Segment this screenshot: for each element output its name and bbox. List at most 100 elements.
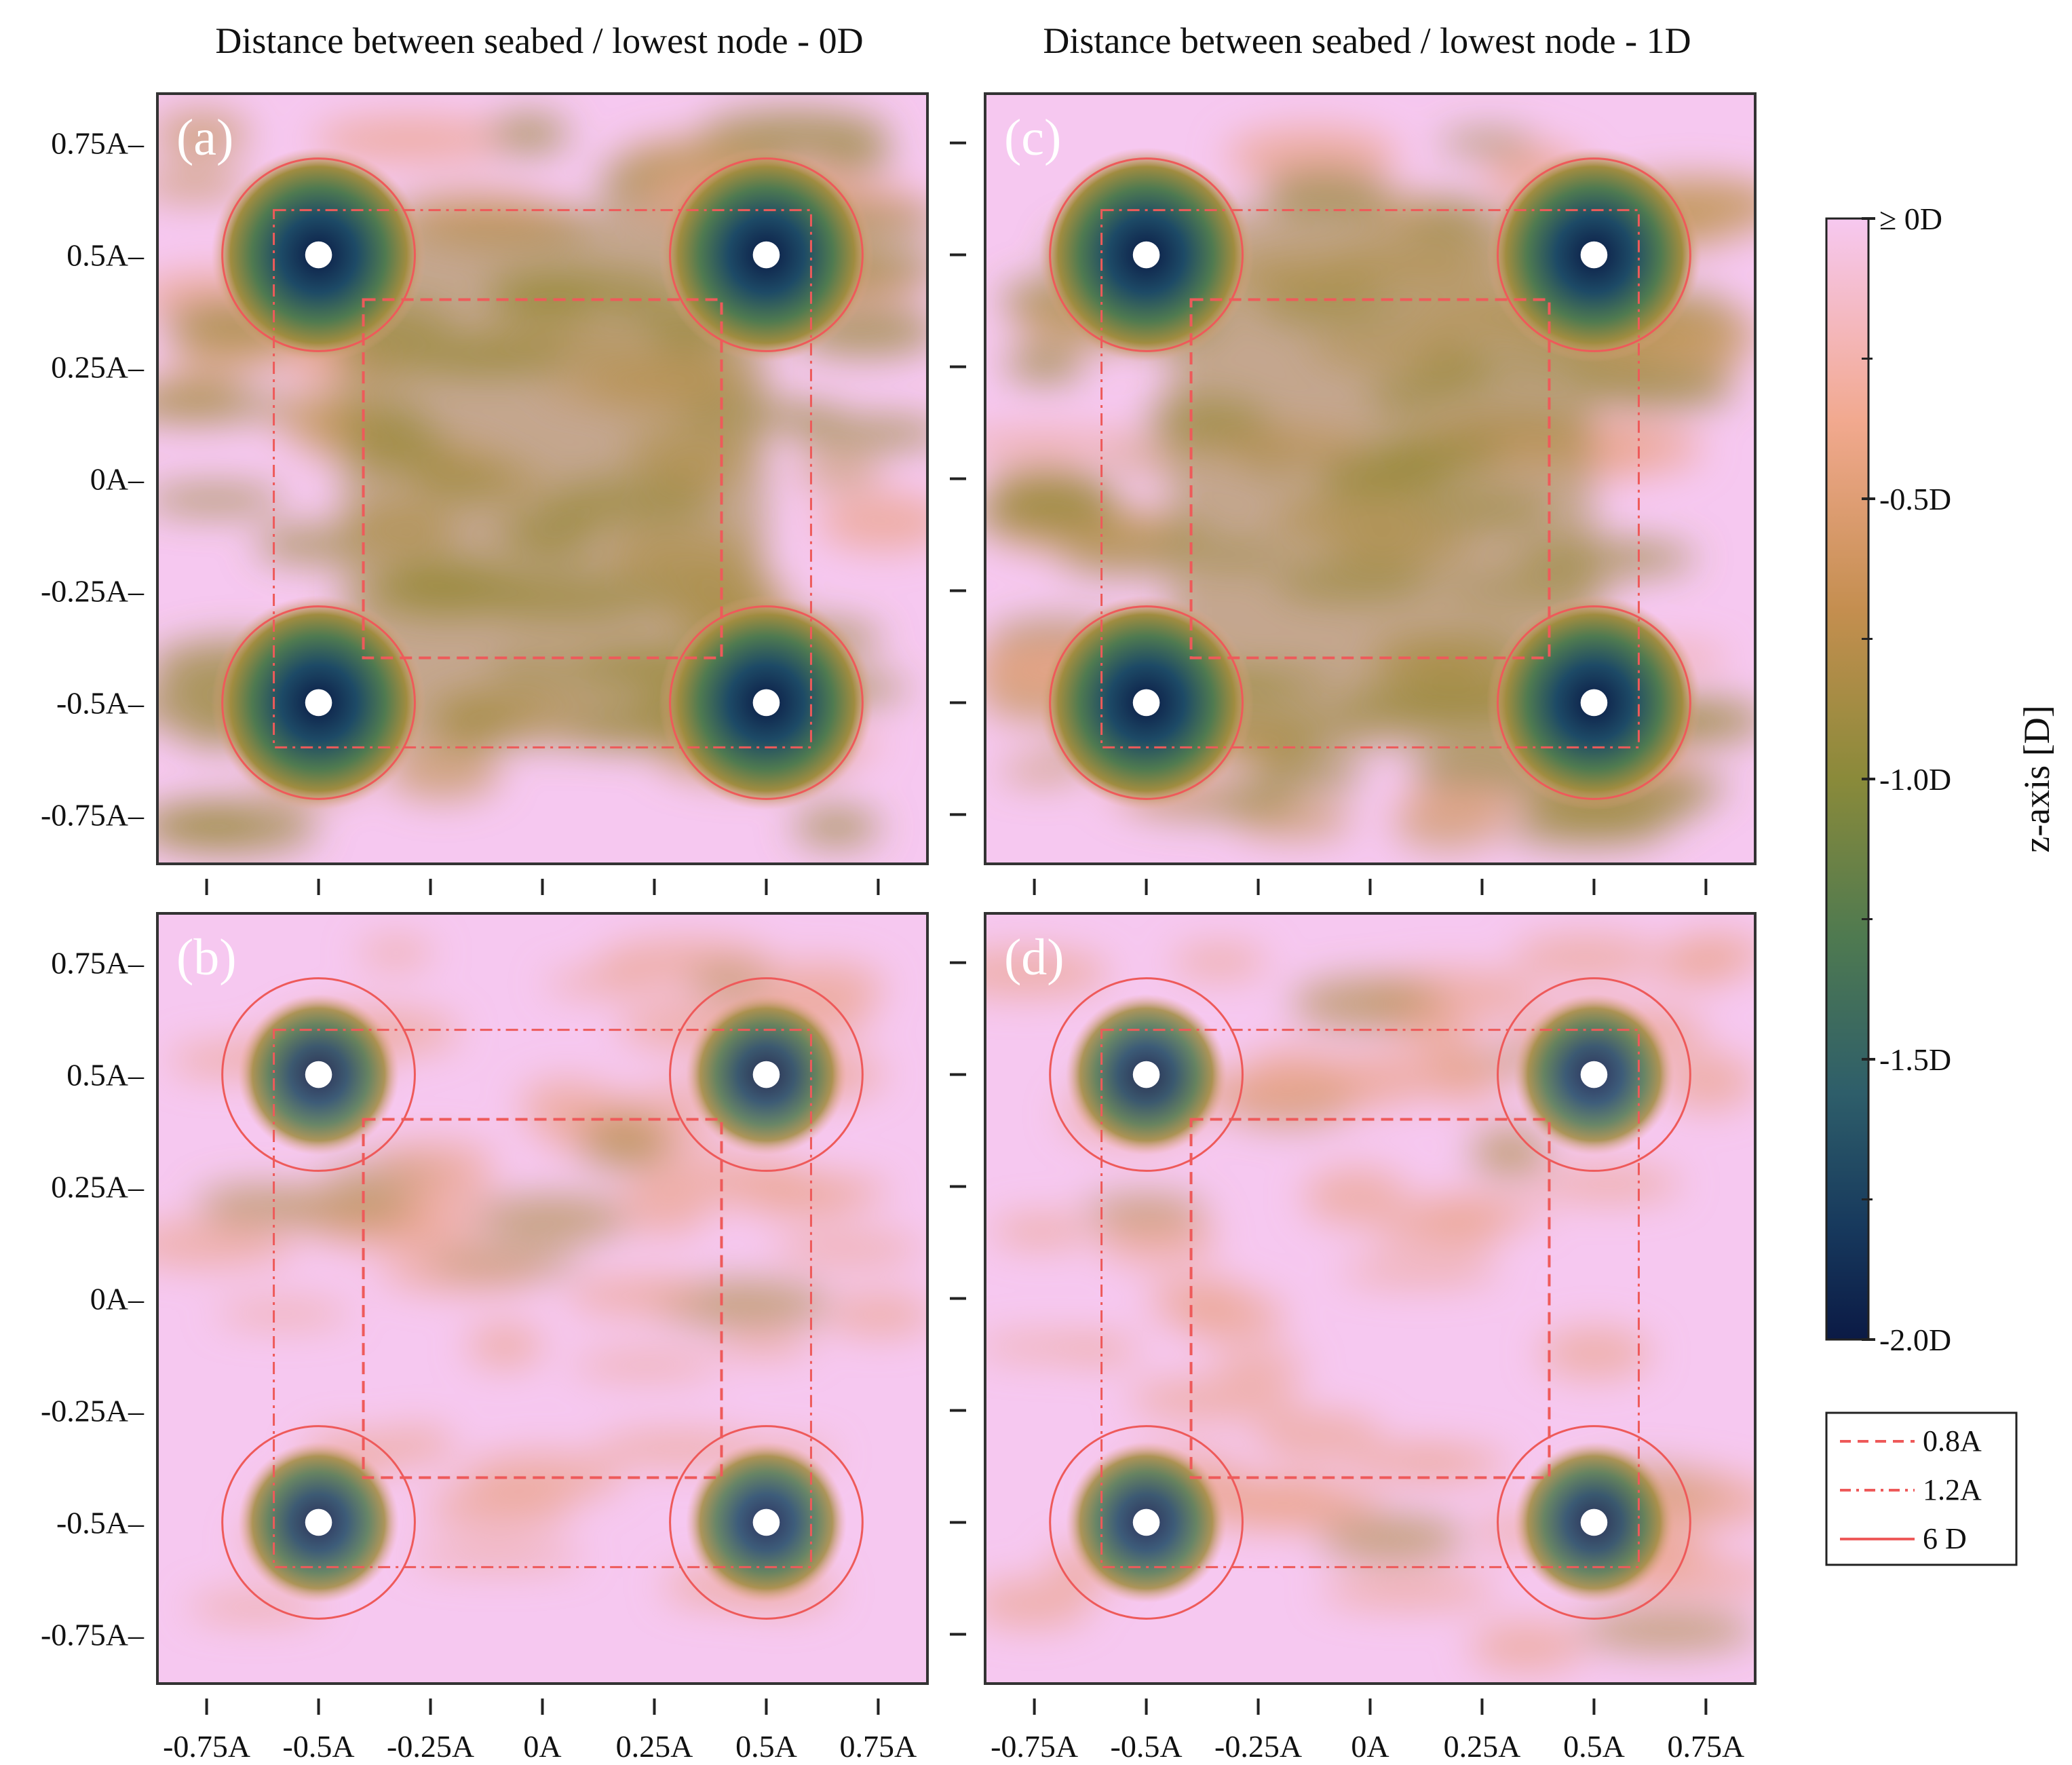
texture-blob [488,115,570,153]
colorbar-gradient [1825,217,1870,1341]
x-tick-label: 0.25A [616,1729,693,1764]
y-tick-label: 0.5A– [66,238,145,273]
texture-blob [157,486,285,514]
texture-blob [157,800,318,854]
node-marker [1132,689,1160,717]
texture-blob [1653,941,1740,987]
texture-blob [274,1188,417,1227]
panel-frame [984,912,1757,1685]
column-title-1d: Distance between seabed / lowest node - … [1043,20,1691,61]
texture-blob [385,745,501,800]
y-tick-label: 0.5A– [66,1058,145,1093]
texture-blob [1395,1006,1470,1056]
outer-square-1-2a [273,209,812,748]
texture-blob [1398,789,1523,819]
texture-blob [1215,1350,1309,1380]
panel-label: (c) [1004,109,1061,166]
node-marker [305,1508,332,1536]
texture-blob [791,417,927,449]
y-tick-label: 0.25A– [51,1170,145,1204]
texture-blob [619,1179,711,1235]
texture-blob [627,1158,807,1187]
texture-blob [255,527,363,563]
node-marker [1132,241,1160,269]
node-circle-6d [1049,157,1244,352]
inner-square-0-8a [1189,298,1551,660]
node-marker [1580,1061,1608,1088]
outer-square-1-2a [1100,209,1640,748]
y-tick-label: -0.25A– [41,573,145,608]
texture-blob [358,939,435,966]
texture-blob [716,1331,814,1357]
y-tick-label: -0.25A– [41,1393,145,1428]
node-circle-6d [221,1425,416,1620]
legend: 0.8A 1.2A 6 D [1825,1411,2018,1566]
panel-frame [156,92,929,865]
node-marker [1132,1061,1160,1088]
x-tick-label: 0.25A [1444,1729,1521,1764]
node-marker [752,1061,780,1088]
texture-blob [473,1195,632,1242]
colorbar-tick-label: -1.0D [1879,762,1951,797]
texture-blob [374,1427,456,1463]
texture-blob [409,1545,586,1569]
texture-blob [1438,132,1536,155]
x-tick-label: 0A [523,1729,561,1764]
node-marker [752,241,780,269]
panel-frame [984,92,1757,865]
colorbar-label: z-axis [D] [2016,705,2057,852]
legend-box [1825,1411,2018,1566]
texture-blob [1303,1168,1408,1226]
node-circle-6d [669,605,864,800]
texture-blob [826,1294,927,1335]
texture-blob [1469,1622,1584,1672]
node-circle-6d [221,977,416,1172]
y-tick-label: 0A– [90,1282,145,1316]
texture-blob [816,148,896,174]
texture-blob [1387,1067,1484,1094]
node-marker [1132,1508,1160,1536]
texture-blob [1246,1048,1344,1086]
texture-blob [1576,1610,1755,1651]
node-marker [305,689,332,717]
y-tick-label: -0.5A– [56,685,145,720]
node-circle-6d [1497,1425,1691,1620]
colorbar: ≥ 0D -0.5D -1.0D -1.5D -2.0D z-axis [D] [1825,202,2057,1357]
texture-blob [1534,1166,1683,1201]
colorbar-tick-label: -0.5D [1879,482,1951,516]
x-tick-label: 0.75A [840,1729,917,1764]
texture-blob [1504,809,1668,847]
texture-blob [1225,126,1400,184]
texture-blob [1423,1196,1505,1253]
colorbar-tick-label: -2.0D [1879,1323,1951,1357]
inner-square-0-8a [362,1118,723,1479]
x-tick-label: -0.25A [387,1729,474,1764]
inner-square-0-8a [1189,1118,1551,1479]
texture-blob [1176,1291,1286,1342]
texture-blob [313,117,510,162]
node-marker [1580,241,1608,269]
texture-blob [567,1276,707,1315]
y-tick-label: -0.75A– [41,797,145,832]
colorbar-tick-label: ≥ 0D [1879,202,1942,236]
texture-blob [1538,1328,1651,1378]
texture-blob [1254,755,1364,791]
legend-label-0-8a: 0.8A [1923,1424,1982,1458]
panel-label: (a) [176,109,233,166]
texture-blob [689,967,771,996]
colorbar-tick-label: -1.5D [1879,1042,1951,1077]
node-circle-6d [1497,157,1691,352]
texture-blob [773,1234,923,1264]
panel-label: (b) [176,929,237,986]
y-tick-label: 0.75A– [51,946,145,981]
texture-blob [985,949,1111,997]
texture-blob [1470,1126,1549,1178]
node-marker [752,1508,780,1536]
texture-blob [157,170,248,200]
texture-blob [985,1580,1092,1628]
texture-blob [215,1302,351,1325]
node-marker [752,689,780,717]
texture-blob [157,390,295,420]
heatmap-panel-b: (b) [156,912,929,1685]
texture-blob [1128,1379,1302,1420]
